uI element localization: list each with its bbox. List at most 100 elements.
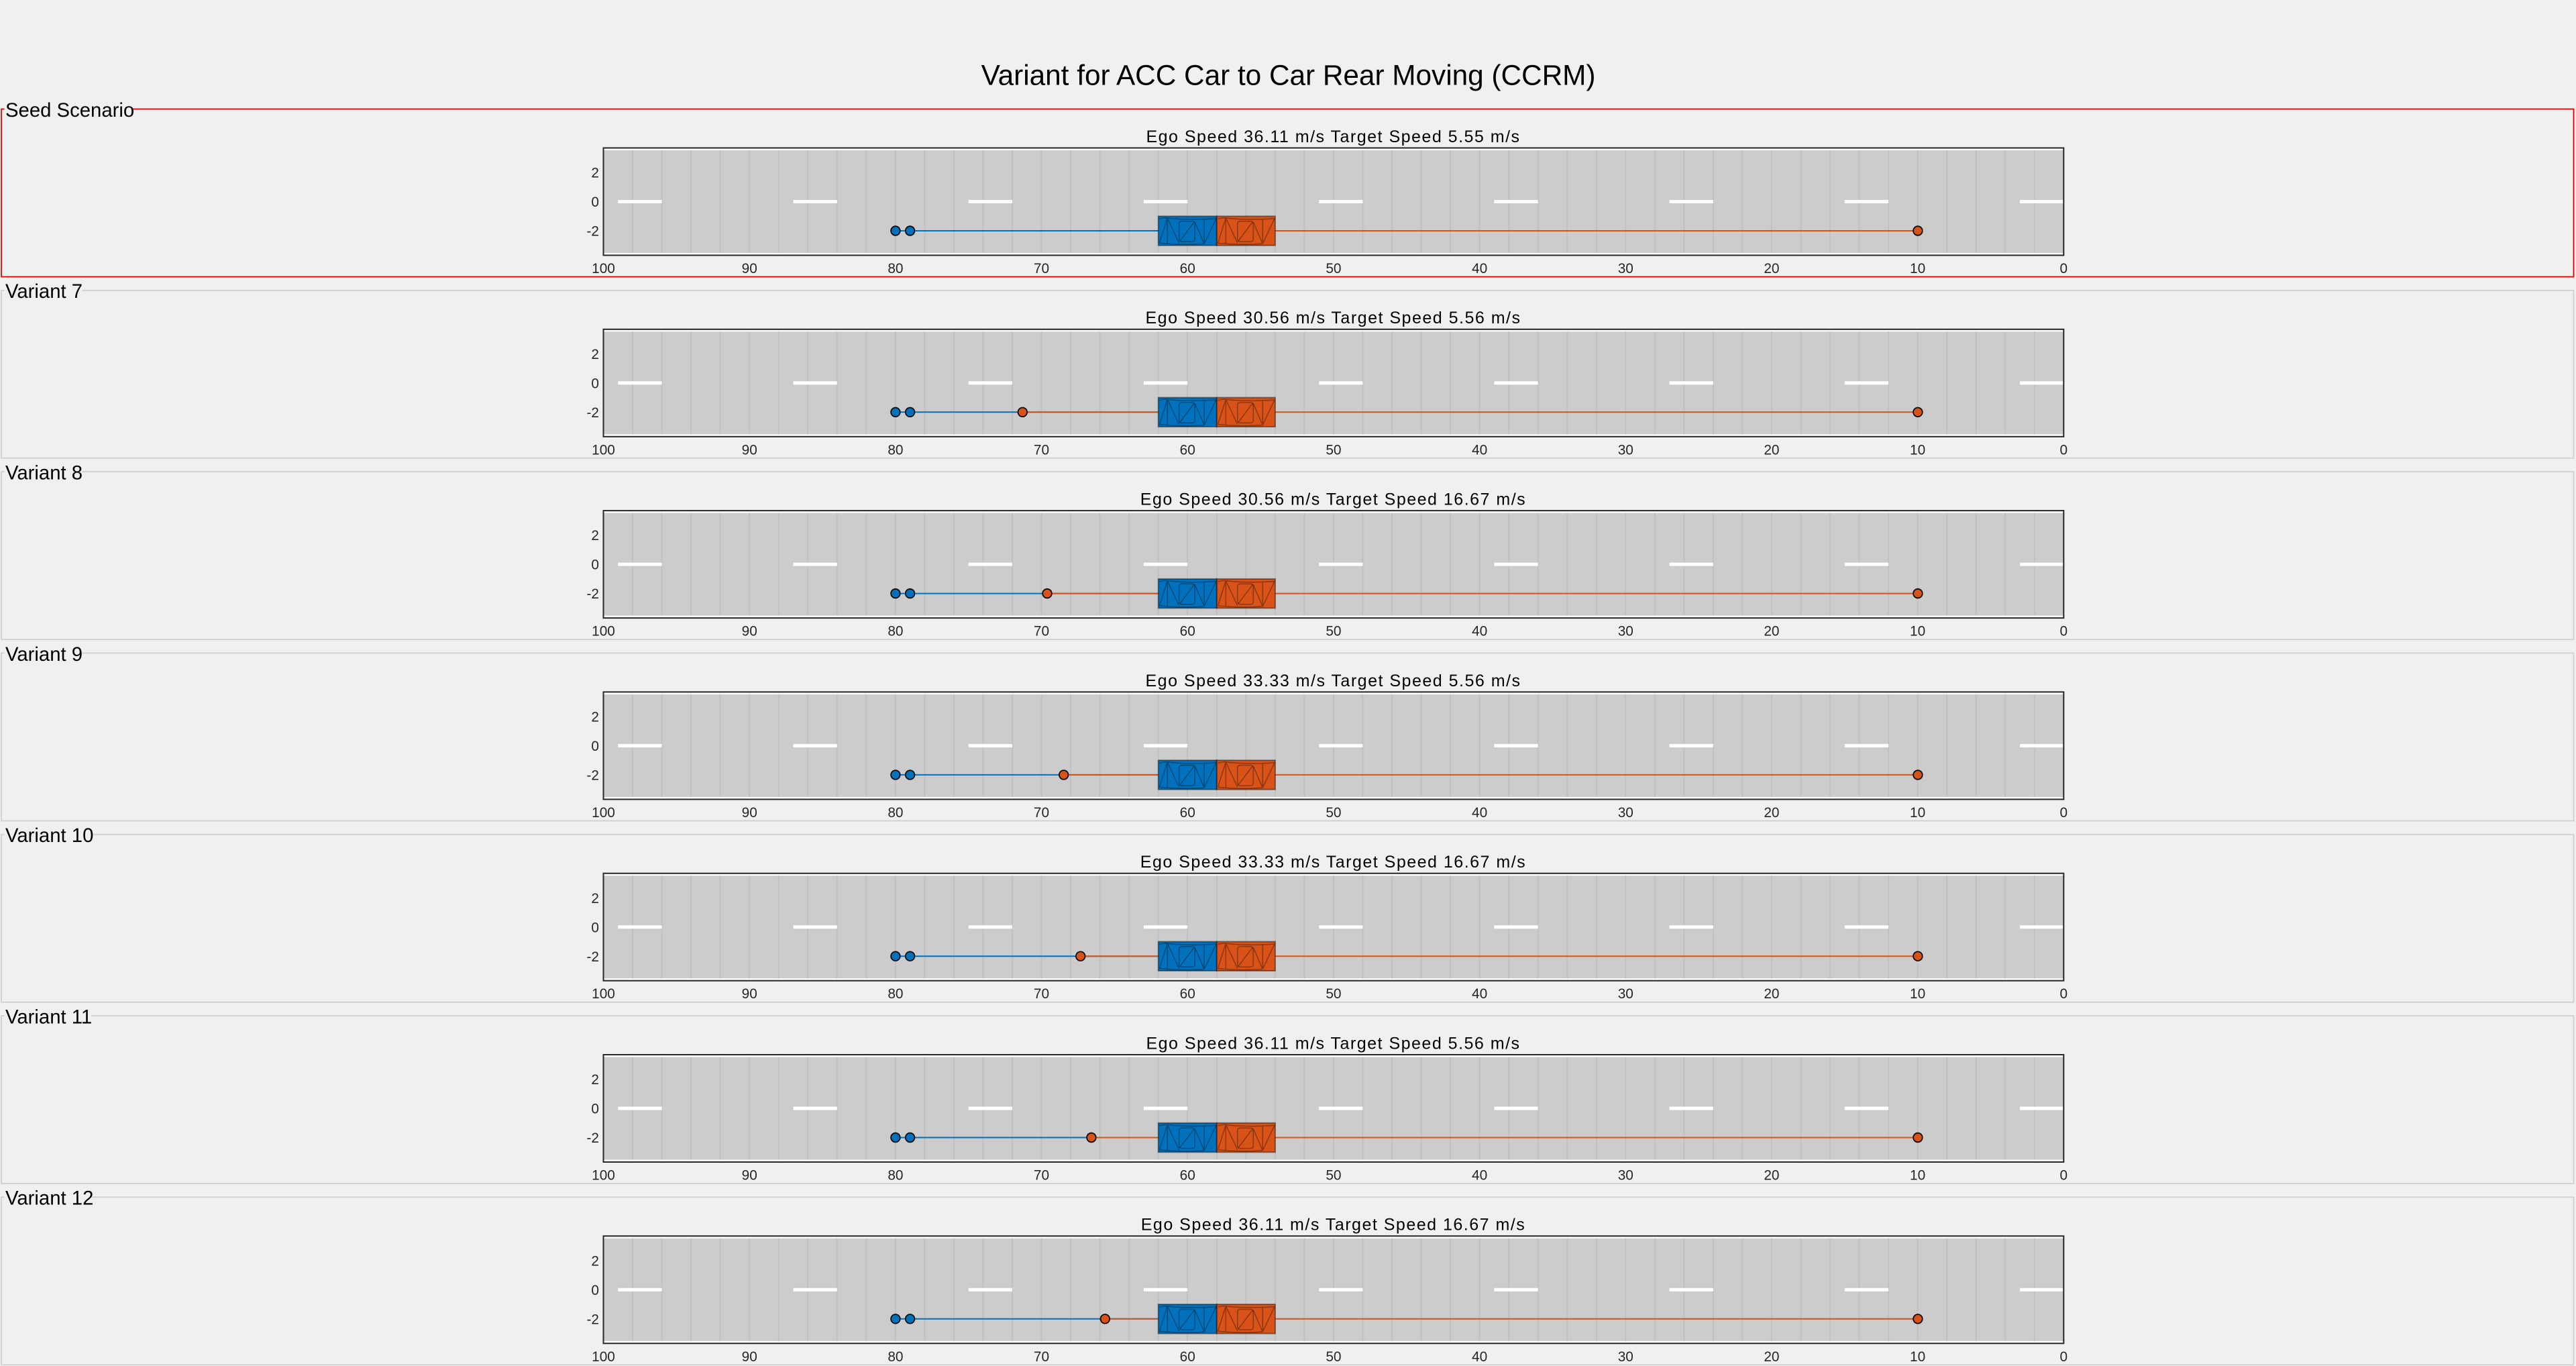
- svg-text:10: 10: [1910, 986, 1925, 1002]
- svg-text:Seed Scenario: Seed Scenario: [5, 99, 134, 121]
- svg-text:20: 20: [1764, 624, 1779, 639]
- svg-text:50: 50: [1326, 986, 1341, 1002]
- svg-text:80: 80: [888, 624, 903, 639]
- svg-text:10: 10: [1910, 1349, 1925, 1365]
- svg-text:60: 60: [1180, 986, 1195, 1002]
- svg-text:100: 100: [592, 442, 615, 458]
- svg-text:70: 70: [1034, 624, 1049, 639]
- svg-text:Variant 11: Variant 11: [5, 1006, 92, 1028]
- svg-text:90: 90: [742, 805, 757, 821]
- svg-text:2: 2: [591, 166, 599, 181]
- svg-text:2: 2: [591, 710, 599, 725]
- svg-text:0: 0: [2060, 442, 2068, 458]
- svg-text:Ego Speed 36.11 m/s Target Spe: Ego Speed 36.11 m/s Target Speed 5.55 m/…: [1146, 127, 1520, 146]
- svg-text:70: 70: [1034, 986, 1049, 1002]
- svg-text:2: 2: [591, 1072, 599, 1088]
- svg-text:0: 0: [591, 739, 599, 754]
- svg-text:50: 50: [1326, 442, 1341, 458]
- svg-text:20: 20: [1764, 805, 1779, 821]
- svg-text:60: 60: [1180, 805, 1195, 821]
- svg-text:40: 40: [1472, 442, 1487, 458]
- svg-text:30: 30: [1618, 261, 1633, 276]
- svg-text:40: 40: [1472, 1168, 1487, 1184]
- svg-text:40: 40: [1472, 261, 1487, 276]
- svg-text:60: 60: [1180, 1349, 1195, 1365]
- svg-text:50: 50: [1326, 1349, 1341, 1365]
- svg-text:0: 0: [591, 376, 599, 391]
- svg-text:0: 0: [591, 920, 599, 935]
- svg-text:0: 0: [2060, 1168, 2068, 1184]
- svg-text:80: 80: [888, 1349, 903, 1365]
- svg-text:-2: -2: [587, 1312, 600, 1327]
- svg-text:10: 10: [1910, 1168, 1925, 1184]
- svg-text:-2: -2: [587, 405, 600, 421]
- svg-text:Variant for ACC Car to Car Rea: Variant for ACC Car to Car Rear Moving (…: [981, 59, 1596, 91]
- svg-text:0: 0: [591, 1283, 599, 1298]
- svg-text:50: 50: [1326, 1168, 1341, 1184]
- svg-text:30: 30: [1618, 805, 1633, 821]
- svg-text:80: 80: [888, 1168, 903, 1184]
- svg-text:100: 100: [592, 624, 615, 639]
- svg-text:-2: -2: [587, 586, 600, 602]
- svg-text:90: 90: [742, 442, 757, 458]
- svg-text:Variant 7: Variant 7: [5, 280, 83, 303]
- svg-text:60: 60: [1180, 1168, 1195, 1184]
- svg-text:90: 90: [742, 1168, 757, 1184]
- svg-text:50: 50: [1326, 624, 1341, 639]
- svg-text:10: 10: [1910, 805, 1925, 821]
- svg-text:60: 60: [1180, 261, 1195, 276]
- svg-text:30: 30: [1618, 624, 1633, 639]
- svg-text:0: 0: [2060, 986, 2068, 1002]
- svg-text:70: 70: [1034, 442, 1049, 458]
- svg-text:2: 2: [591, 347, 599, 362]
- svg-text:0: 0: [591, 1102, 599, 1117]
- svg-text:80: 80: [888, 986, 903, 1002]
- svg-text:90: 90: [742, 261, 757, 276]
- svg-text:40: 40: [1472, 624, 1487, 639]
- svg-text:0: 0: [2060, 805, 2068, 821]
- svg-text:100: 100: [592, 1349, 615, 1365]
- svg-text:Ego Speed 30.56 m/s Target Spe: Ego Speed 30.56 m/s Target Speed 16.67 m…: [1140, 490, 1526, 509]
- svg-text:40: 40: [1472, 805, 1487, 821]
- svg-text:0: 0: [2060, 261, 2068, 276]
- svg-text:-2: -2: [587, 949, 600, 965]
- svg-text:0: 0: [591, 558, 599, 573]
- svg-text:2: 2: [591, 1253, 599, 1269]
- svg-text:10: 10: [1910, 261, 1925, 276]
- svg-text:20: 20: [1764, 1168, 1779, 1184]
- svg-text:100: 100: [592, 986, 615, 1002]
- svg-text:20: 20: [1764, 1349, 1779, 1365]
- svg-text:80: 80: [888, 261, 903, 276]
- svg-text:40: 40: [1472, 986, 1487, 1002]
- svg-text:0: 0: [591, 195, 599, 210]
- svg-text:50: 50: [1326, 261, 1341, 276]
- svg-text:100: 100: [592, 261, 615, 276]
- svg-text:70: 70: [1034, 1168, 1049, 1184]
- svg-text:Ego Speed 33.33 m/s Target Spe: Ego Speed 33.33 m/s Target Speed 16.67 m…: [1140, 853, 1526, 872]
- svg-text:Ego Speed 30.56 m/s Target Spe: Ego Speed 30.56 m/s Target Speed 5.56 m/…: [1146, 309, 1521, 327]
- svg-text:100: 100: [592, 1168, 615, 1184]
- svg-text:Variant 12: Variant 12: [5, 1188, 93, 1210]
- svg-text:30: 30: [1618, 1168, 1633, 1184]
- svg-text:70: 70: [1034, 261, 1049, 276]
- svg-text:20: 20: [1764, 986, 1779, 1002]
- svg-text:2: 2: [591, 528, 599, 543]
- svg-text:Ego Speed 33.33 m/s Target Spe: Ego Speed 33.33 m/s Target Speed 5.56 m/…: [1146, 672, 1521, 690]
- svg-text:80: 80: [888, 805, 903, 821]
- svg-text:60: 60: [1180, 442, 1195, 458]
- svg-text:30: 30: [1618, 442, 1633, 458]
- svg-text:30: 30: [1618, 1349, 1633, 1365]
- svg-text:Ego Speed 36.11 m/s Target Spe: Ego Speed 36.11 m/s Target Speed 5.56 m/…: [1146, 1034, 1520, 1053]
- svg-text:30: 30: [1618, 986, 1633, 1002]
- svg-text:70: 70: [1034, 1349, 1049, 1365]
- svg-text:2: 2: [591, 891, 599, 906]
- svg-text:20: 20: [1764, 442, 1779, 458]
- svg-text:20: 20: [1764, 261, 1779, 276]
- svg-text:80: 80: [888, 442, 903, 458]
- svg-text:50: 50: [1326, 805, 1341, 821]
- svg-text:60: 60: [1180, 624, 1195, 639]
- svg-text:70: 70: [1034, 805, 1049, 821]
- svg-text:40: 40: [1472, 1349, 1487, 1365]
- svg-text:10: 10: [1910, 442, 1925, 458]
- svg-text:-2: -2: [587, 1131, 600, 1146]
